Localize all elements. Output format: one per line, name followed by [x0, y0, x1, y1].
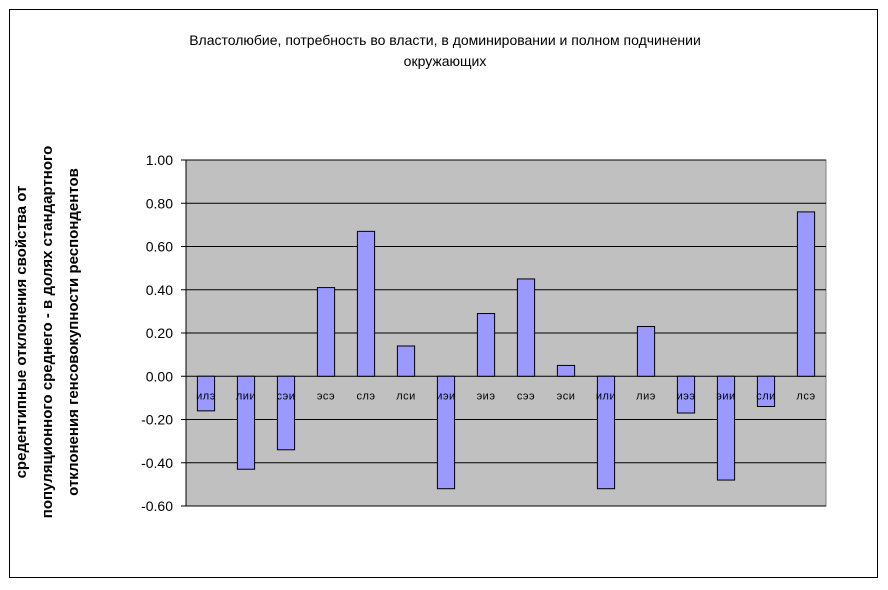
- bar-иээ: [676, 375, 696, 414]
- bar-или: [596, 375, 616, 490]
- chart-title-line-1: Властолюбие, потребность во власти, в до…: [189, 32, 701, 48]
- x-category-label: иээ: [677, 390, 696, 402]
- bar-сэи: [276, 375, 296, 451]
- y-tick-label: 0.80: [146, 195, 173, 211]
- x-category-label: сэи: [277, 390, 296, 402]
- bar-эсэ: [316, 287, 336, 377]
- bar-слэ: [356, 230, 376, 377]
- y-tick-label: -0.60: [141, 498, 173, 514]
- x-category-label: лии: [236, 390, 256, 402]
- bar-илэ: [196, 375, 216, 412]
- y-tick-label: -0.40: [141, 455, 173, 471]
- x-category-label: лиэ: [636, 390, 656, 402]
- x-axis-labels: илэ лии сэи эсэ слэ лси иэи эиэ сээ эси или лиэ иээ э…: [196, 390, 815, 402]
- bar-сээ: [516, 278, 536, 377]
- bar-лси: [396, 345, 416, 377]
- x-category-label: или: [596, 390, 616, 402]
- chart-title-line-2: окружающих: [404, 53, 487, 69]
- y-tick-label: 0.00: [146, 368, 173, 384]
- y-axis-label-line-3: отклонения генсовокупности респондентов: [65, 168, 82, 496]
- x-category-label: эиэ: [477, 390, 496, 402]
- bar-лиэ: [636, 326, 656, 377]
- x-category-label: эси: [557, 390, 576, 402]
- y-tick-label: 0.40: [146, 282, 173, 298]
- y-axis-label-line-1: средентипные отклонения свойства от: [13, 186, 30, 479]
- y-tick-label: -0.20: [141, 412, 173, 428]
- x-category-label: эии: [716, 390, 735, 402]
- bar-лсэ: [796, 211, 816, 377]
- y-axis-label-line-2: популяционного среднего - в долях станда…: [39, 146, 56, 518]
- bar-иэи: [436, 375, 456, 490]
- x-category-label: илэ: [196, 390, 216, 402]
- x-category-label: сээ: [517, 390, 535, 402]
- x-category-label: слэ: [356, 390, 375, 402]
- bar-лии: [236, 375, 256, 470]
- x-category-label: лси: [396, 390, 416, 402]
- bars: [196, 211, 816, 490]
- x-category-label: иэи: [436, 390, 455, 402]
- y-tick-label: 0.60: [146, 239, 173, 255]
- y-axis-ticks: 1.00 0.80 0.60 0.40 0.20 0.00 -0.20 -0.40 -0.60: [141, 152, 186, 514]
- y-tick-label: 1.00: [146, 152, 173, 168]
- x-category-label: эсэ: [317, 390, 335, 402]
- x-category-label: сли: [756, 390, 776, 402]
- y-tick-label: 0.20: [146, 325, 173, 341]
- bar-сли: [756, 375, 776, 408]
- bar-эии: [716, 375, 736, 481]
- x-category-label: лсэ: [796, 390, 815, 402]
- bar-эиэ: [476, 313, 496, 377]
- bar-эси: [556, 364, 576, 377]
